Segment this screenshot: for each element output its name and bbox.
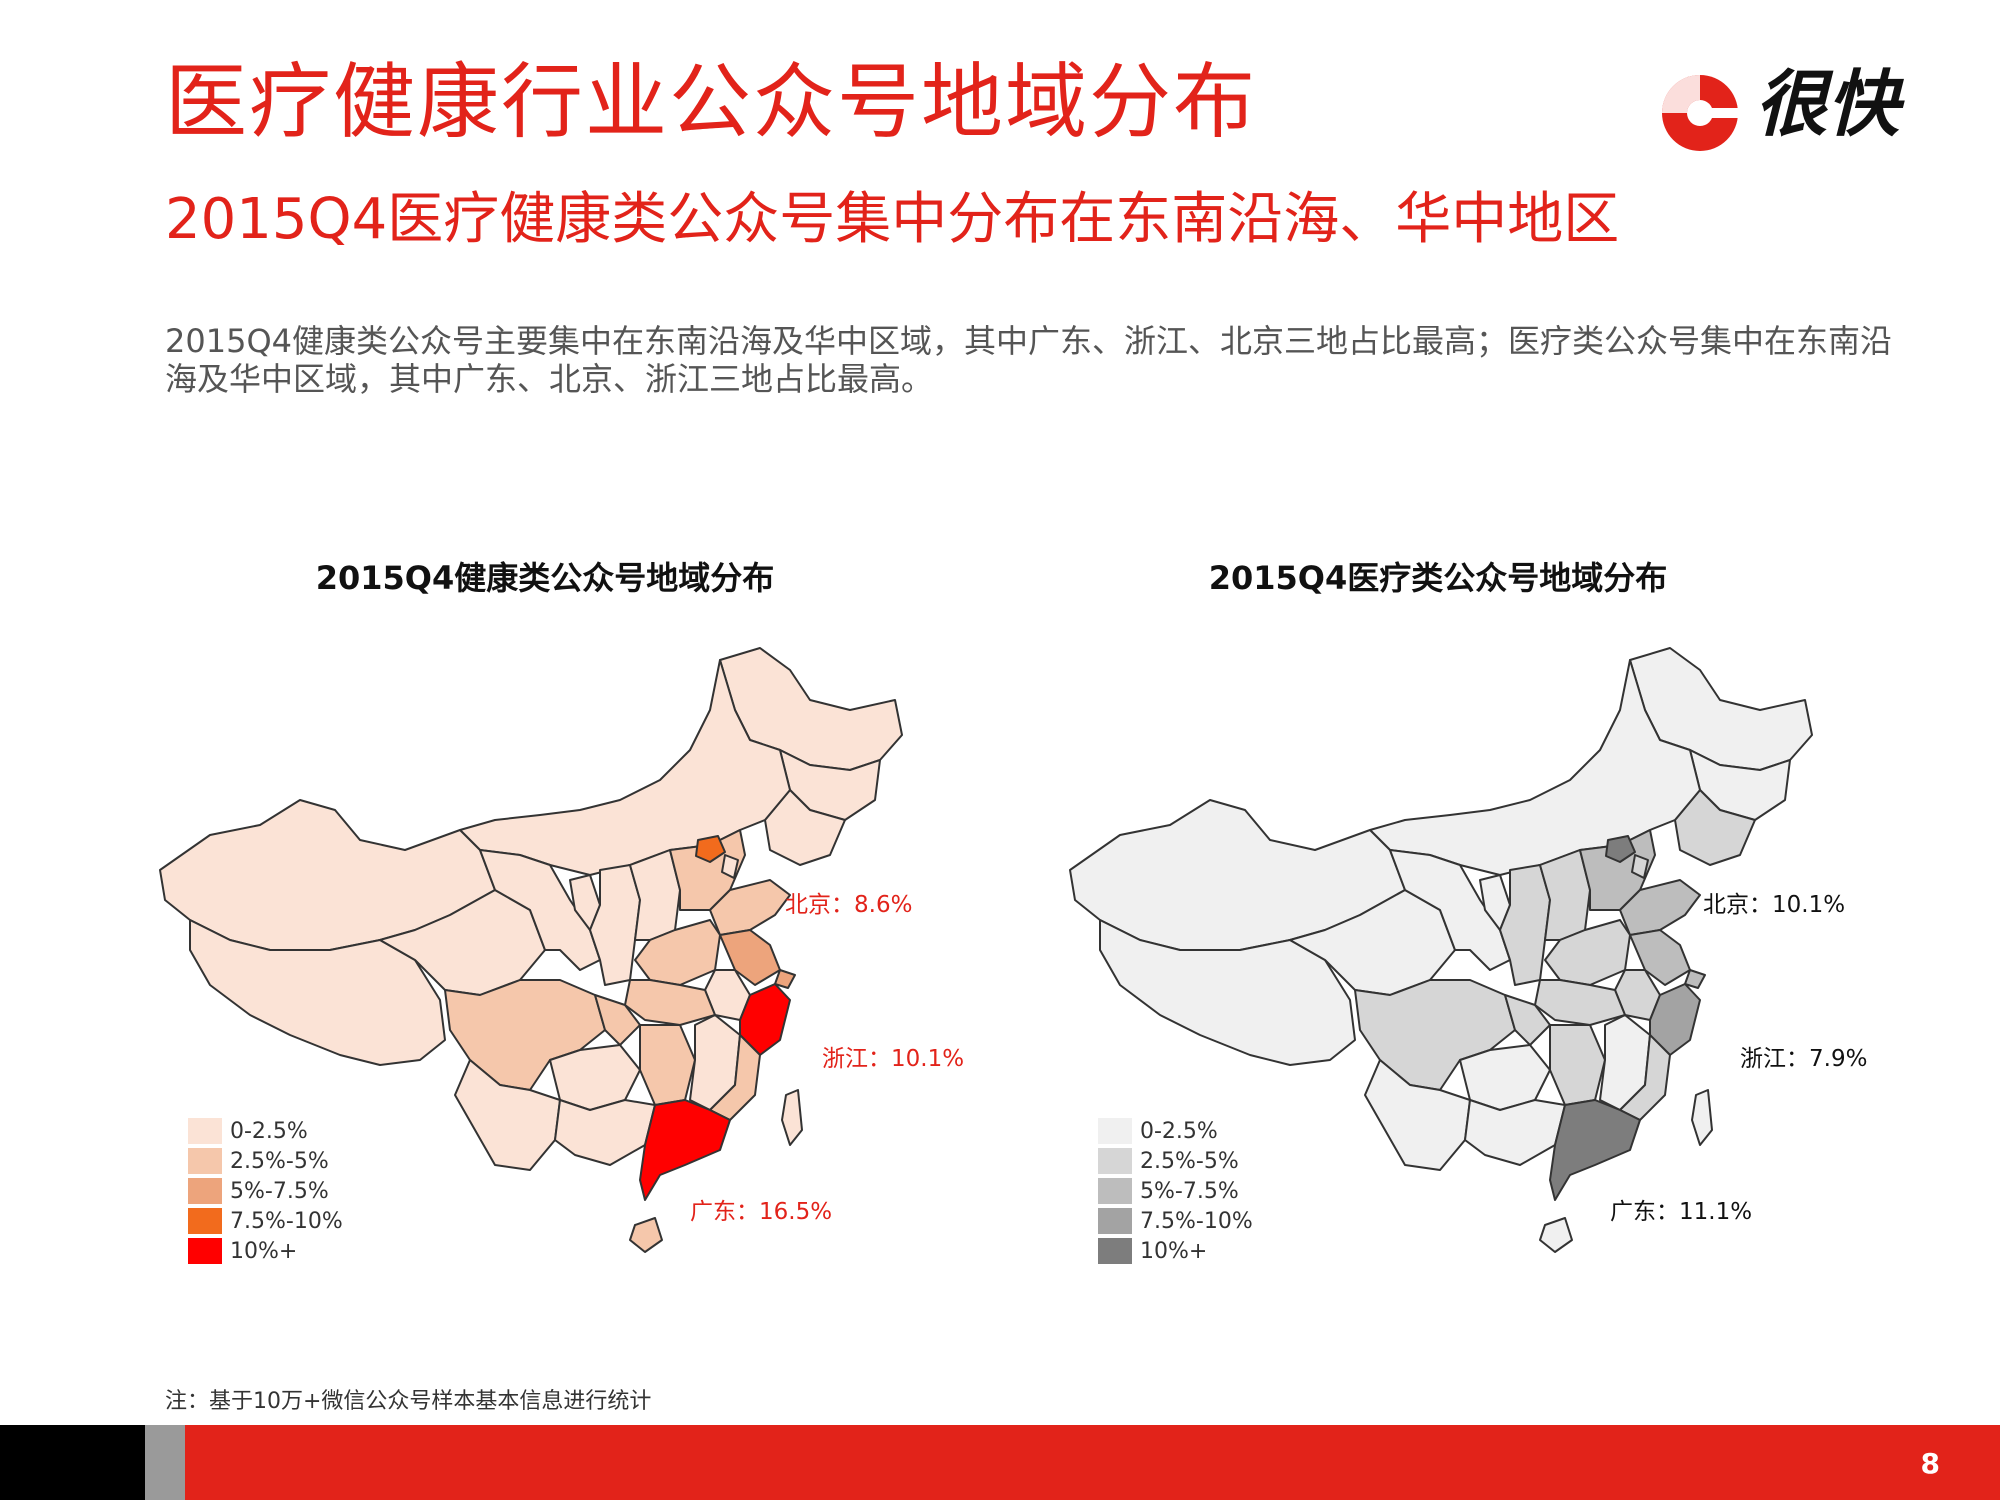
callout-beijing: 北京：10.1% — [1703, 892, 1846, 918]
province-hunan — [1549, 1024, 1606, 1106]
legend-label: 7.5%-10% — [230, 1208, 343, 1234]
legend-label: 2.5%-5% — [1140, 1148, 1239, 1174]
province-shaanxi — [1499, 864, 1551, 986]
province-chongqing — [594, 994, 641, 1046]
province-gansu — [1389, 849, 1511, 971]
legend-swatch — [1098, 1208, 1132, 1234]
legend-item: 5%-7.5% — [188, 1176, 388, 1206]
legend-item: 10%+ — [188, 1236, 388, 1266]
legend-label: 5%-7.5% — [1140, 1178, 1239, 1204]
medical-map-title: 2015Q4医疗类公众号地域分布 — [1208, 559, 1668, 597]
callout-zhejiang: 浙江：7.9% — [1740, 1046, 1868, 1072]
province-shaanxi — [589, 864, 641, 986]
province-tibet — [1099, 919, 1356, 1066]
province-taiwan — [781, 1089, 803, 1146]
legend-item: 5%-7.5% — [1098, 1176, 1298, 1206]
legend-swatch — [188, 1238, 222, 1264]
legend-swatch — [1098, 1118, 1132, 1144]
legend-swatch — [1098, 1178, 1132, 1204]
legend-swatch — [188, 1118, 222, 1144]
legend-swatch — [1098, 1238, 1132, 1264]
province-yunnan — [1364, 1059, 1471, 1171]
legend-label: 7.5%-10% — [1140, 1208, 1253, 1234]
province-shanghai — [1684, 969, 1706, 989]
callout-beijing: 北京：8.6% — [785, 892, 913, 918]
health-china-map — [159, 647, 903, 1253]
logo-icon — [1662, 75, 1740, 151]
legend-item: 7.5%-10% — [188, 1206, 388, 1236]
callout-guangdong: 广东：11.1% — [1610, 1199, 1753, 1225]
health-map-title: 2015Q4健康类公众号地域分布 — [315, 559, 775, 597]
province-hubei — [1534, 979, 1626, 1026]
page-subtitle: 2015Q4医疗健康类公众号集中分布在东南沿海、华中地区 — [165, 187, 1620, 252]
province-hainan — [1539, 1217, 1573, 1253]
legend-swatch — [188, 1148, 222, 1174]
province-liaoning — [764, 789, 846, 866]
province-tibet — [189, 919, 446, 1066]
legend-label: 2.5%-5% — [230, 1148, 329, 1174]
province-hainan — [629, 1217, 663, 1253]
callout-zhejiang: 浙江：10.1% — [822, 1046, 965, 1072]
province-chongqing — [1504, 994, 1551, 1046]
province-taiwan — [1691, 1089, 1713, 1146]
province-shanghai — [774, 969, 796, 989]
description-text: 2015Q4健康类公众号主要集中在东南沿海及华中区域，其中广东、浙江、北京三地占… — [165, 322, 1892, 398]
legend-label: 5%-7.5% — [230, 1178, 329, 1204]
province-tianjin — [721, 854, 739, 879]
province-hunan — [639, 1024, 696, 1106]
legend-label: 10%+ — [230, 1238, 298, 1264]
province-guangxi — [554, 1099, 656, 1166]
page-number: 8 — [1920, 1447, 1940, 1480]
footnote: 注：基于10万+微信公众号样本基本信息进行统计 — [165, 1389, 652, 1414]
province-guangdong — [639, 1099, 731, 1201]
callout-guangdong: 广东：16.5% — [690, 1199, 833, 1225]
legend-item: 2.5%-5% — [1098, 1146, 1298, 1176]
legend-item: 0-2.5% — [1098, 1116, 1298, 1146]
legend-item: 2.5%-5% — [188, 1146, 388, 1176]
legend-item: 7.5%-10% — [1098, 1206, 1298, 1236]
medical-map-legend: 0-2.5% 2.5%-5% 5%-7.5% 7.5%-10% 10%+ — [1098, 1116, 1298, 1266]
legend-label: 0-2.5% — [230, 1118, 308, 1144]
legend-swatch — [188, 1178, 222, 1204]
legend-swatch — [1098, 1148, 1132, 1174]
medical-china-map — [1069, 647, 1813, 1253]
footer-block-gray — [145, 1425, 185, 1500]
health-map-legend: 0-2.5% 2.5%-5% 5%-7.5% 7.5%-10% 10%+ — [188, 1116, 388, 1266]
province-tianjin — [1631, 854, 1649, 879]
province-zhejiang — [1649, 983, 1701, 1056]
province-hubei — [624, 979, 716, 1026]
footer-block-black — [0, 1425, 145, 1500]
legend-item: 0-2.5% — [188, 1116, 388, 1146]
legend-label: 10%+ — [1140, 1238, 1208, 1264]
province-beijing — [695, 835, 726, 863]
province-gansu — [479, 849, 601, 971]
province-zhejiang — [739, 983, 791, 1056]
province-yunnan — [454, 1059, 561, 1171]
province-beijing — [1605, 835, 1636, 863]
page-title: 医疗健康行业公众号地域分布 — [165, 55, 1258, 150]
legend-label: 0-2.5% — [1140, 1118, 1218, 1144]
legend-swatch — [188, 1208, 222, 1234]
province-guangxi — [1464, 1099, 1566, 1166]
footer-bar — [185, 1425, 2000, 1500]
province-liaoning — [1674, 789, 1756, 866]
province-guangdong — [1549, 1099, 1641, 1201]
logo-text: 很快 — [1755, 62, 1900, 146]
legend-item: 10%+ — [1098, 1236, 1298, 1266]
